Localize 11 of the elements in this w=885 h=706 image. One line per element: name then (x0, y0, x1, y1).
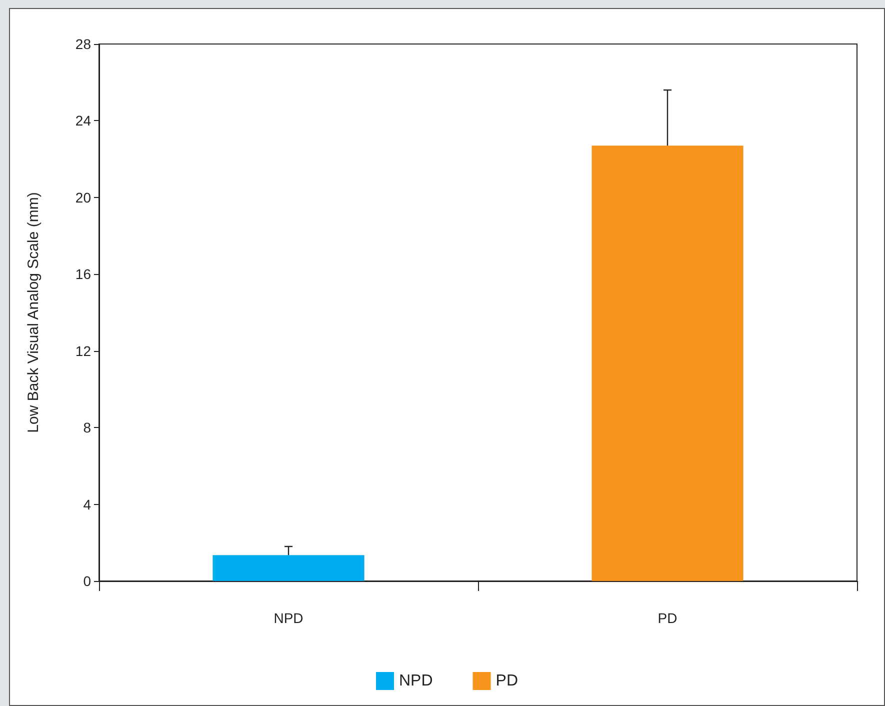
y-tick-label: 28 (75, 36, 92, 52)
y-axis-title: Low Back Visual Analog Scale (mm) (25, 192, 42, 433)
y-tick-label: 8 (83, 420, 92, 436)
y-tick-label: 24 (75, 112, 92, 129)
y-tick-label: 4 (83, 496, 92, 512)
y-tick-label: 12 (75, 342, 92, 359)
legend-label: NPD (398, 672, 433, 690)
y-tick-label: 0 (83, 573, 92, 589)
y-tick-label: 20 (75, 189, 92, 206)
legend-label: PD (496, 672, 518, 690)
y-tick-label: 16 (75, 266, 92, 282)
